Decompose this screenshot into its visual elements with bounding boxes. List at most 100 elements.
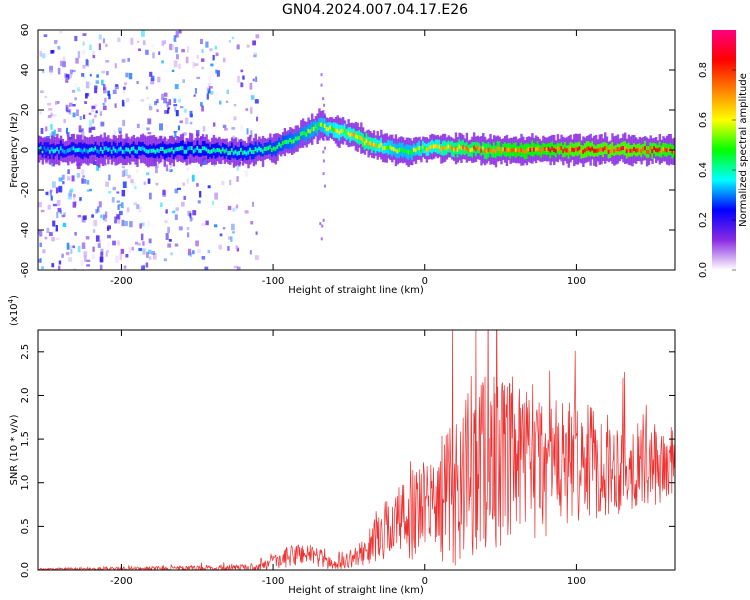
ridge-core — [584, 148, 587, 153]
ridge-core — [309, 129, 312, 134]
noise-speck — [207, 249, 211, 254]
noise-speck — [213, 224, 218, 228]
noise-speck — [98, 43, 101, 50]
spectrogram-x-axis-label: Height of straight line (km) — [288, 285, 424, 296]
ridge-core — [72, 146, 75, 151]
noise-speck — [147, 178, 151, 184]
noise-speck — [81, 128, 84, 132]
ridge-core — [389, 145, 392, 150]
ridge-core — [376, 143, 379, 148]
noise-speck — [50, 124, 53, 130]
ridge-core — [525, 149, 529, 154]
ridge-core — [234, 149, 237, 154]
noise-speck — [230, 236, 233, 242]
noise-speck — [214, 45, 217, 50]
ridge-core — [669, 147, 672, 152]
noise-speck — [81, 242, 86, 249]
noise-speck — [179, 120, 183, 124]
noise-speck — [187, 210, 192, 217]
noise-speck — [79, 115, 82, 121]
noise-speck — [38, 230, 42, 235]
noise-speck — [74, 231, 77, 236]
ridge-core — [294, 136, 298, 141]
noise-speck — [99, 111, 103, 116]
noise-speck — [95, 235, 100, 242]
ridge-core — [438, 144, 441, 149]
x-tick-label: -100 — [262, 576, 285, 587]
ridge-core — [409, 149, 412, 154]
noise-speck — [168, 239, 172, 242]
noise-speck — [254, 255, 259, 261]
ridge-core — [99, 147, 103, 152]
ridge-core — [371, 143, 374, 148]
ridge-core — [580, 149, 583, 154]
noise-speck — [173, 38, 177, 41]
ridge-core — [403, 149, 407, 154]
noise-speck — [91, 105, 96, 109]
noise-speck — [147, 220, 151, 228]
noise-speck — [71, 89, 76, 93]
noise-speck — [174, 107, 177, 112]
snr-x-axis-label: Height of straight line (km) — [288, 585, 424, 596]
noise-speck — [160, 202, 163, 207]
noise-speck — [229, 179, 232, 186]
ridge-core — [616, 147, 620, 152]
noise-speck — [173, 131, 178, 134]
ridge-core — [303, 131, 307, 136]
noise-speck — [66, 242, 70, 250]
noise-speck — [105, 60, 110, 63]
noise-speck — [177, 187, 181, 190]
ridge-core — [61, 148, 65, 153]
ridge-core — [43, 146, 46, 151]
noise-speck — [236, 164, 240, 171]
ridge-core — [290, 139, 294, 144]
ridge-core — [381, 146, 385, 151]
noise-speck — [50, 195, 53, 201]
ridge-core — [489, 147, 492, 152]
noise-speck — [205, 41, 209, 48]
ridge-core — [165, 149, 168, 154]
ridge-core — [411, 150, 414, 155]
noise-speck — [180, 106, 184, 109]
noise-speck — [65, 74, 70, 80]
ridge-core — [176, 147, 179, 152]
ridge-core — [500, 149, 503, 154]
ridge-core — [563, 147, 567, 152]
ridge-core — [542, 146, 545, 151]
ridge-core — [665, 148, 669, 153]
ridge-core — [400, 147, 403, 152]
noise-speck — [207, 185, 211, 189]
noise-speck — [233, 116, 237, 121]
ridge-core — [527, 147, 530, 152]
noise-speck — [105, 43, 108, 48]
noise-speck — [233, 103, 237, 107]
ridge-core — [447, 144, 450, 149]
ridge-core — [667, 147, 671, 152]
noise-speck — [226, 89, 230, 95]
noise-speck — [236, 247, 240, 252]
noise-speck — [165, 233, 169, 240]
ridge-core — [178, 146, 181, 151]
ridge-core — [163, 149, 166, 154]
noise-speck — [71, 175, 75, 182]
noise-speck — [81, 169, 85, 175]
ridge-core — [119, 146, 123, 151]
ridge-core — [138, 146, 141, 151]
ridge-core — [582, 149, 585, 154]
ridge-core — [247, 150, 250, 155]
ridge-core — [323, 123, 327, 128]
noise-speck — [98, 239, 102, 244]
ridge-core — [454, 146, 458, 151]
noise-speck — [123, 86, 126, 90]
noise-speck — [170, 110, 174, 115]
noise-speck — [45, 53, 49, 58]
noise-speck — [66, 132, 70, 137]
noise-speck — [227, 205, 232, 210]
ridge-core — [285, 139, 288, 144]
noise-speck — [231, 36, 234, 40]
ridge-core — [267, 146, 270, 151]
ridge-core — [496, 146, 500, 151]
noise-speck — [121, 165, 125, 169]
noise-speck — [162, 190, 167, 197]
noise-speck — [167, 226, 171, 234]
